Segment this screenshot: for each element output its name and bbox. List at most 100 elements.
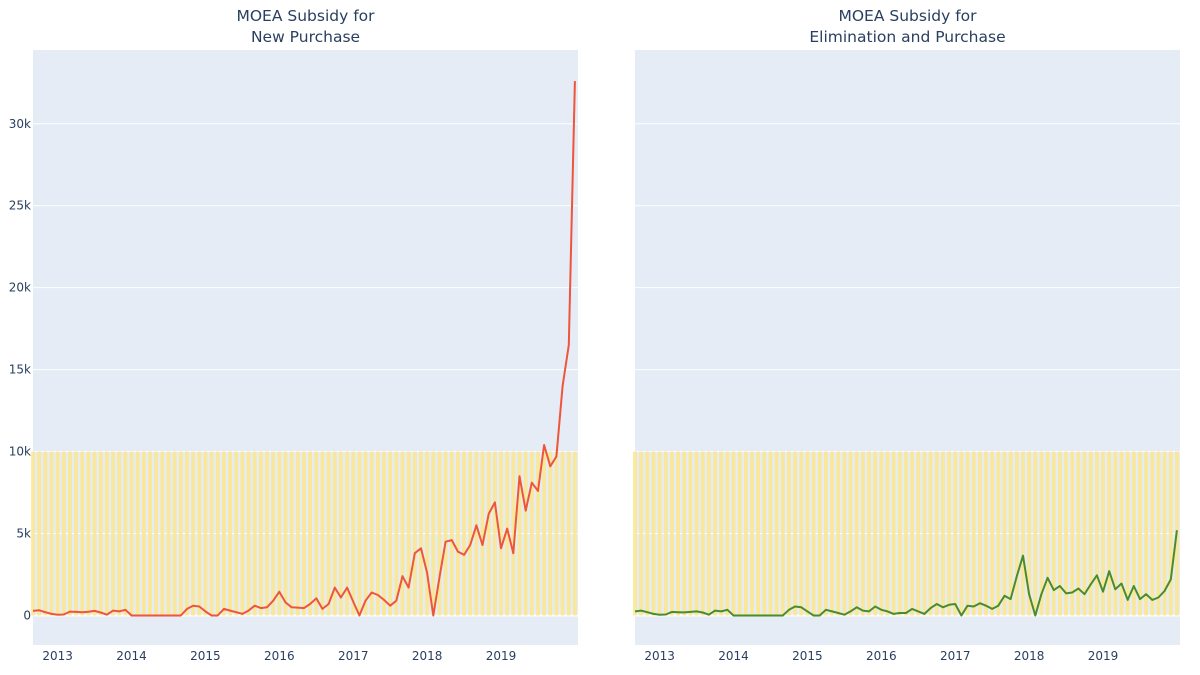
band-bar <box>511 451 516 616</box>
band-bar <box>713 451 717 616</box>
band-bar <box>694 451 699 616</box>
band-bar <box>670 451 674 616</box>
band-bar <box>1088 451 1093 616</box>
band-bar <box>1070 451 1075 616</box>
band-bar <box>141 451 146 616</box>
band-bar <box>554 451 559 616</box>
band-bar <box>68 451 72 616</box>
x-tick-label: 2018 <box>412 649 443 663</box>
band-bar <box>682 451 687 616</box>
band-bar <box>910 451 915 616</box>
band-bar <box>43 451 48 616</box>
band-bar <box>719 451 724 616</box>
band-bar <box>959 451 964 616</box>
y-tick-label: 0 <box>23 608 31 622</box>
band-bar <box>947 451 951 616</box>
band-bar <box>419 451 423 616</box>
band-bar <box>1014 451 1019 616</box>
highlight-band <box>31 451 577 616</box>
band-bar <box>92 451 97 616</box>
band-bar <box>375 451 380 616</box>
band-bar <box>1008 451 1013 616</box>
band-bar <box>639 451 644 616</box>
band-bar <box>573 451 577 616</box>
band-bar <box>160 451 165 616</box>
band-bar <box>860 451 865 616</box>
x-tick-label: 2017 <box>940 649 971 663</box>
band-bar <box>645 451 650 616</box>
band-bar <box>462 451 466 616</box>
subplot-new-purchase: 0 5k 10k 15k 20k 25k 30k 2013 2014 2015 2016 2017 20… <box>9 50 578 663</box>
band-bar <box>302 451 306 616</box>
band-bar <box>1051 451 1056 616</box>
band-bar <box>879 451 884 616</box>
band-bar <box>492 451 497 616</box>
band-bar <box>456 451 460 616</box>
band-bar <box>154 451 159 616</box>
band-bar <box>824 451 828 616</box>
y-tick-label: 20k <box>9 281 31 295</box>
x-tick-label: 2013 <box>42 649 73 663</box>
band-bar <box>934 451 939 616</box>
band-bar <box>756 451 761 616</box>
band-bar <box>1076 451 1081 616</box>
band-bar <box>178 451 183 616</box>
band-bar <box>271 451 276 616</box>
band-bar <box>873 451 878 616</box>
band-bar <box>1162 451 1167 616</box>
band-bar <box>1027 451 1032 616</box>
band-bar <box>252 451 257 616</box>
band-bar <box>536 451 540 616</box>
band-bar <box>867 451 871 616</box>
band-bar <box>357 451 362 616</box>
band-bar <box>663 451 668 616</box>
band-bar <box>891 451 896 616</box>
x-tick-label: 2015 <box>792 649 823 663</box>
band-bar <box>953 451 958 616</box>
chart-title-new-purchase: MOEA Subsidy for New Purchase <box>236 7 375 46</box>
band-bar <box>468 451 473 616</box>
band-bar <box>971 451 976 616</box>
band-bar <box>228 451 232 616</box>
band-bar <box>289 451 294 616</box>
band-bar <box>1131 451 1136 616</box>
band-bar <box>836 451 841 616</box>
band-bar <box>363 451 368 616</box>
band-bar <box>449 451 454 616</box>
band-bar <box>222 451 226 616</box>
band-bar <box>1021 451 1025 616</box>
band-bar <box>548 451 553 616</box>
band-bar <box>31 451 35 616</box>
band-bar <box>885 451 890 616</box>
band-bar <box>123 451 128 616</box>
band-bar <box>941 451 945 616</box>
band-bar <box>172 451 177 616</box>
band-bar <box>842 451 847 616</box>
subplot-elimination-and-purchase: 2013 2014 2015 2016 2017 2018 2019 <box>633 50 1180 663</box>
band-bar <box>74 451 79 616</box>
band-bar <box>191 451 196 616</box>
band-bar <box>676 451 681 616</box>
band-bar <box>1002 451 1007 616</box>
band-bar <box>560 451 565 616</box>
band-bar <box>1125 451 1130 616</box>
band-bar <box>80 451 85 616</box>
band-bar <box>240 451 245 616</box>
y-tick-label: 5k <box>16 527 31 541</box>
band-bar <box>1039 451 1044 616</box>
band-bar <box>768 451 773 616</box>
band-bar <box>148 451 152 616</box>
band-bar <box>314 451 319 616</box>
band-bar <box>566 451 571 616</box>
band-bar <box>750 451 754 616</box>
x-tick-label: 2015 <box>190 649 221 663</box>
chart-title-elimination-and-purchase: MOEA Subsidy for Elimination and Purchas… <box>809 7 1006 46</box>
band-bar <box>700 451 705 616</box>
band-bar <box>830 451 834 616</box>
band-bar <box>793 451 798 616</box>
band-bar <box>185 451 189 616</box>
band-bar <box>61 451 66 616</box>
band-bar <box>848 451 853 616</box>
band-bar <box>657 451 662 616</box>
